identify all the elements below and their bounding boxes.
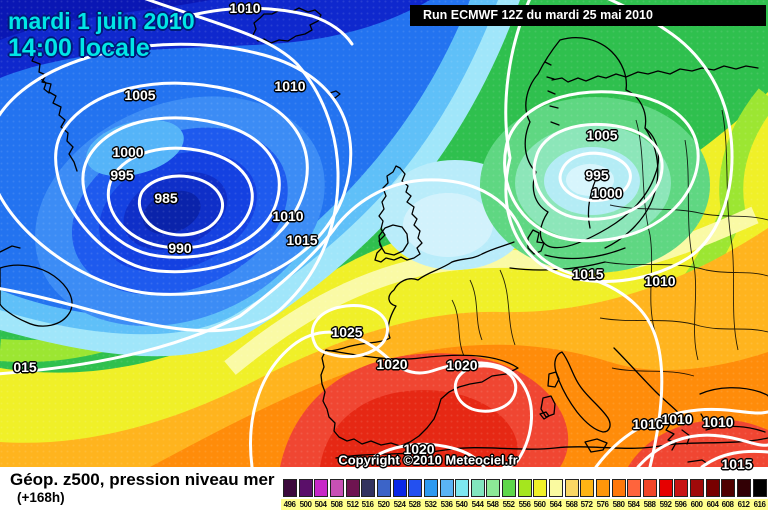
colorbar-chip (612, 479, 626, 497)
colorbar-chip (659, 479, 673, 497)
colorbar-chip (471, 479, 485, 497)
pressure-label: 995 (110, 167, 134, 183)
colorbar-value: 600 (688, 499, 705, 510)
colorbar-value: 564 (547, 499, 564, 510)
colorbar-value: 504 (312, 499, 329, 510)
colorbar-chip (408, 479, 422, 497)
colorbar-chip (424, 479, 438, 497)
colorbar-value: 560 (531, 499, 548, 510)
colorbar-chip (580, 479, 594, 497)
colorbar-value: 532 (422, 499, 439, 510)
colorbar-value: 512 (344, 499, 361, 510)
colorbar-value: 524 (391, 499, 408, 510)
pressure-label: 1020 (403, 441, 435, 457)
colorbar-chip (346, 479, 360, 497)
pressure-label: 1010 (272, 208, 304, 224)
colorbar-chip (440, 479, 454, 497)
colorbar-value: 596 (672, 499, 689, 510)
colorbar-value: 556 (516, 499, 533, 510)
date-block: mardi 1 juin 2010 14:00 locale (8, 10, 195, 61)
colorbar-chip (393, 479, 407, 497)
pressure-label: 1010 (644, 273, 676, 289)
colorbar-chip (299, 479, 313, 497)
colorbar-chip (565, 479, 579, 497)
pressure-label: 1010 (702, 414, 734, 430)
colorbar-chip (596, 479, 610, 497)
colorbar-value: 572 (578, 499, 595, 510)
pressure-label: 1015 (286, 232, 318, 248)
pressure-label: 1020 (376, 356, 408, 372)
colorbar-value: 516 (359, 499, 376, 510)
colorbar-chip (486, 479, 500, 497)
colorbar-value: 576 (594, 499, 611, 510)
pressure-label: 1010 (661, 411, 693, 427)
colorbar-chip (643, 479, 657, 497)
colorbar-value: 612 (735, 499, 752, 510)
pressure-label: 1020 (446, 357, 478, 373)
pressure-label: 1000 (112, 144, 144, 160)
colorbar-chip (283, 479, 297, 497)
pressure-label: 1005 (124, 87, 156, 103)
pressure-label: 1010 (229, 0, 261, 16)
colorbar-chip (361, 479, 375, 497)
pressure-label: 1010 (632, 416, 664, 432)
map-canvas (0, 0, 768, 467)
colorbar-value: 528 (406, 499, 423, 510)
colorbar-chip (330, 479, 344, 497)
colorbar-value: 548 (484, 499, 501, 510)
pressure-label: 1000 (591, 185, 623, 201)
colorbar-chip (549, 479, 563, 497)
colorbar-chip (455, 479, 469, 497)
local-time-text: 14:00 locale (8, 34, 150, 62)
forecast-step: (+168h) (17, 490, 65, 505)
colorbar-value: 616 (751, 499, 768, 510)
colorbar-chip (690, 479, 704, 497)
colorbar-chip (706, 479, 720, 497)
colorbar-value: 496 (281, 499, 298, 510)
colorbar-chip (502, 479, 516, 497)
pressure-label: 985 (154, 190, 178, 206)
colorbar-chip (377, 479, 391, 497)
colorbar-value: 552 (500, 499, 517, 510)
colorbar-chip (737, 479, 751, 497)
colorbar-value: 536 (438, 499, 455, 510)
coastlines (0, 7, 768, 465)
colorbar-value: 500 (297, 499, 314, 510)
colorbar-chip (533, 479, 547, 497)
colorbar-chip (518, 479, 532, 497)
colorbar-value: 592 (657, 499, 674, 510)
date-text: mardi 1 juin 2010 (8, 8, 195, 34)
pressure-label: 1010 (274, 78, 306, 94)
colorbar-value: 580 (610, 499, 627, 510)
colorbar-value: 584 (625, 499, 642, 510)
colorbar-chip (721, 479, 735, 497)
isobar-contours (0, 0, 768, 467)
colorbar-chip (314, 479, 328, 497)
pressure-label: 015 (13, 359, 37, 375)
pressure-label: 1025 (331, 324, 363, 340)
copyright-text: Copyright ©2010 Meteociel.fr (338, 452, 518, 468)
pressure-label: 995 (585, 167, 609, 183)
colorbar-value: 508 (328, 499, 345, 510)
country-borders (451, 109, 768, 377)
colorbar-value: 568 (563, 499, 580, 510)
pressure-label: 1015 (721, 456, 753, 472)
pressure-label: 1015 (572, 266, 604, 282)
colorbar-value: 520 (375, 499, 392, 510)
colorbar-value: 588 (641, 499, 658, 510)
colorbar-value: 604 (704, 499, 721, 510)
colorbar-value: 540 (453, 499, 470, 510)
colorbar-value: 544 (469, 499, 486, 510)
colorbar-chip (627, 479, 641, 497)
colorbar-chip (674, 479, 688, 497)
model-run-banner: Run ECMWF 12Z du mardi 25 mai 2010 (410, 5, 766, 26)
pressure-label: 1005 (586, 127, 618, 143)
pressure-map (0, 0, 768, 467)
map-title: Géop. z500, pression niveau mer (10, 470, 275, 489)
colorbar-value: 608 (719, 499, 736, 510)
colorbar-chip (753, 479, 767, 497)
pressure-label: 990 (168, 240, 192, 256)
